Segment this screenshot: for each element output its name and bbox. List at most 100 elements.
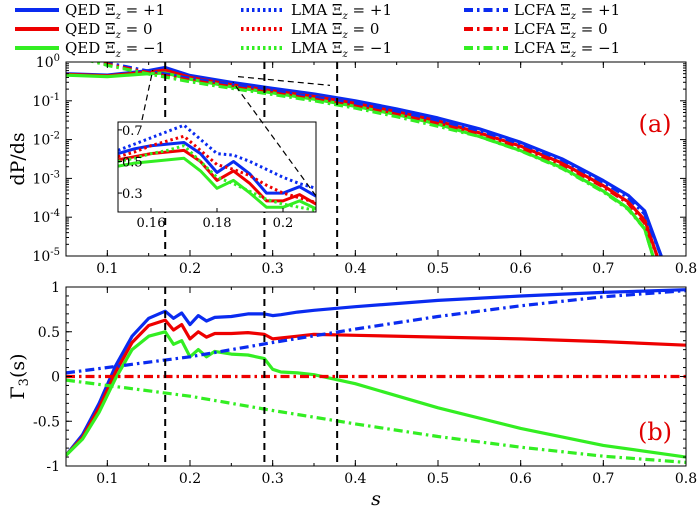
xtick-label: 0.8 xyxy=(675,471,697,487)
zoom-connector-right xyxy=(232,81,317,197)
legend-label: LMA Ξz = +1 xyxy=(291,1,392,22)
inset-ytick-label: 0.7 xyxy=(122,124,143,139)
inset-series-lma-z-1-dotted xyxy=(118,144,316,212)
ytick-label-base: 10 xyxy=(32,94,50,110)
y-axis-label: dP/ds xyxy=(7,132,29,185)
y-axis-label: Γ3(s) xyxy=(7,353,32,399)
inset-xtick-label: 0.2 xyxy=(273,216,294,231)
ytick-label: 10-2 xyxy=(32,131,60,149)
ytick-label-exp: 0 xyxy=(54,53,60,64)
series-qed-z-1-solid xyxy=(66,330,686,459)
legend-entry-qed-z-0: QED Ξz = 0 xyxy=(15,20,153,41)
series-lcfa-z-1-dashdot xyxy=(66,289,686,375)
legend-method: LMA xyxy=(291,1,332,19)
legend-xi-value: = 0 xyxy=(121,20,153,38)
legend-xi-symbol: Ξ xyxy=(560,39,571,57)
legend-xi-symbol: Ξ xyxy=(560,20,571,38)
legend-xi-value: = +1 xyxy=(121,1,165,19)
ytick-label-exp: -2 xyxy=(50,131,60,142)
xtick-label: 0.2 xyxy=(179,261,201,277)
ytick-label-base: 10 xyxy=(32,171,50,187)
y-axis-label-symbol: Γ xyxy=(7,386,29,399)
legend-xi-value: = −1 xyxy=(348,39,392,57)
inset-ytick-label: 0.5 xyxy=(122,155,143,170)
legend-method: LCFA xyxy=(514,20,560,38)
ytick-label-base: 10 xyxy=(32,210,50,226)
legend-xi-sub: z xyxy=(570,49,577,60)
legend-xi-symbol: Ξ xyxy=(105,39,116,57)
inset-series-qed-z-1-solid xyxy=(118,156,316,211)
panel-label: (a) xyxy=(638,110,671,138)
legend-xi-sub: z xyxy=(341,49,348,60)
xtick-label: 0.2 xyxy=(179,471,201,487)
legend-entry-lcfa-z-0: LCFA Ξz = 0 xyxy=(464,20,608,41)
xtick-label: 0.7 xyxy=(592,261,614,277)
ytick-label-exp: -5 xyxy=(50,247,60,258)
legend-label: LCFA Ξz = 0 xyxy=(514,20,608,41)
ytick-label-base: 10 xyxy=(32,133,50,149)
inset-series-lma-z-1-dotted xyxy=(118,123,316,190)
panel-b: 0.1 0.2 0.3 0.4 0.5 0.6 0.7 0.8 1 0.5 0 -0.5 -1 (b) Γ3… xyxy=(7,280,697,510)
legend-xi-value: = 0 xyxy=(576,20,608,38)
xtick-label: 0.3 xyxy=(262,471,284,487)
legend-entry-lma-z-0: LMA Ξz = 0 xyxy=(241,20,379,41)
series-lcfa-z-1-dashdot xyxy=(97,62,663,256)
zoom-connector-upper xyxy=(237,76,331,86)
ytick-label: 10-5 xyxy=(32,247,60,265)
legend-xi-symbol: Ξ xyxy=(332,1,343,19)
legend-xi-sub: z xyxy=(115,11,122,22)
series-lcfa-z-1-dashdot xyxy=(88,62,655,256)
series-lcfa-z-1-dashdot xyxy=(66,378,686,464)
ytick-label: 0.5 xyxy=(38,325,60,341)
y-axis-label-arg: (s) xyxy=(7,353,29,378)
legend-label: QED Ξz = −1 xyxy=(65,39,165,60)
legend-entry-lma-z-1: LMA Ξz = −1 xyxy=(241,39,392,60)
legend-label: LCFA Ξz = −1 xyxy=(514,39,620,60)
xtick-label: 0.6 xyxy=(510,471,532,487)
ytick-label: -0.5 xyxy=(33,414,60,430)
legend-xi-sub: z xyxy=(341,30,348,41)
legend-method: QED xyxy=(65,1,105,19)
legend-xi-symbol: Ξ xyxy=(560,1,571,19)
inset-series-lma-z-0-dotted xyxy=(118,134,316,204)
legend-method: LMA xyxy=(291,39,332,57)
ytick-label: 0 xyxy=(51,370,60,386)
series-group xyxy=(66,288,686,464)
legend-xi-value: = +1 xyxy=(348,1,392,19)
y-axis-label-sub: 3 xyxy=(17,378,32,386)
ytick-label: 10-4 xyxy=(32,208,60,226)
series-qed-z-0-solid xyxy=(66,318,686,457)
xtick-label: 0.1 xyxy=(96,261,118,277)
ytick-label-exp: -3 xyxy=(50,169,60,180)
legend-method: LMA xyxy=(291,20,332,38)
ytick-label-exp: -4 xyxy=(50,208,60,219)
ytick-label: 10-1 xyxy=(32,92,60,110)
xtick-label: 0.4 xyxy=(344,471,366,487)
inset: 0.16 0.18 0.2 0.7 0.5 0.3 xyxy=(117,121,317,231)
xtick-label: 0.8 xyxy=(675,261,697,277)
legend-label: LMA Ξz = −1 xyxy=(291,39,392,60)
xtick-label: 0.4 xyxy=(344,261,366,277)
legend-label: LMA Ξz = 0 xyxy=(291,20,379,41)
xtick-label: 0.1 xyxy=(96,471,118,487)
legend-entry-qed-z-1: QED Ξz = −1 xyxy=(15,39,165,60)
legend-xi-sub: z xyxy=(115,49,122,60)
ytick-label: 1 xyxy=(51,280,60,296)
legend-xi-symbol: Ξ xyxy=(105,20,116,38)
legend-xi-value: = −1 xyxy=(576,39,620,57)
ytick-label-base: 10 xyxy=(32,249,50,265)
legend-xi-sub: z xyxy=(341,11,348,22)
panel-label: (b) xyxy=(638,418,672,446)
legend-xi-value: = 0 xyxy=(348,20,380,38)
series-group xyxy=(66,62,663,256)
inset-background xyxy=(117,121,317,213)
legend-xi-symbol: Ξ xyxy=(332,39,343,57)
ytick-label-exp: -1 xyxy=(50,92,60,103)
legend-xi-sub: z xyxy=(570,11,577,22)
xtick-label: 0.7 xyxy=(592,471,614,487)
legend-xi-sub: z xyxy=(570,30,577,41)
legend-method: QED xyxy=(65,20,105,38)
legend-entry-lcfa-z-1: LCFA Ξz = +1 xyxy=(464,1,620,22)
ytick-label: -1 xyxy=(46,459,60,475)
